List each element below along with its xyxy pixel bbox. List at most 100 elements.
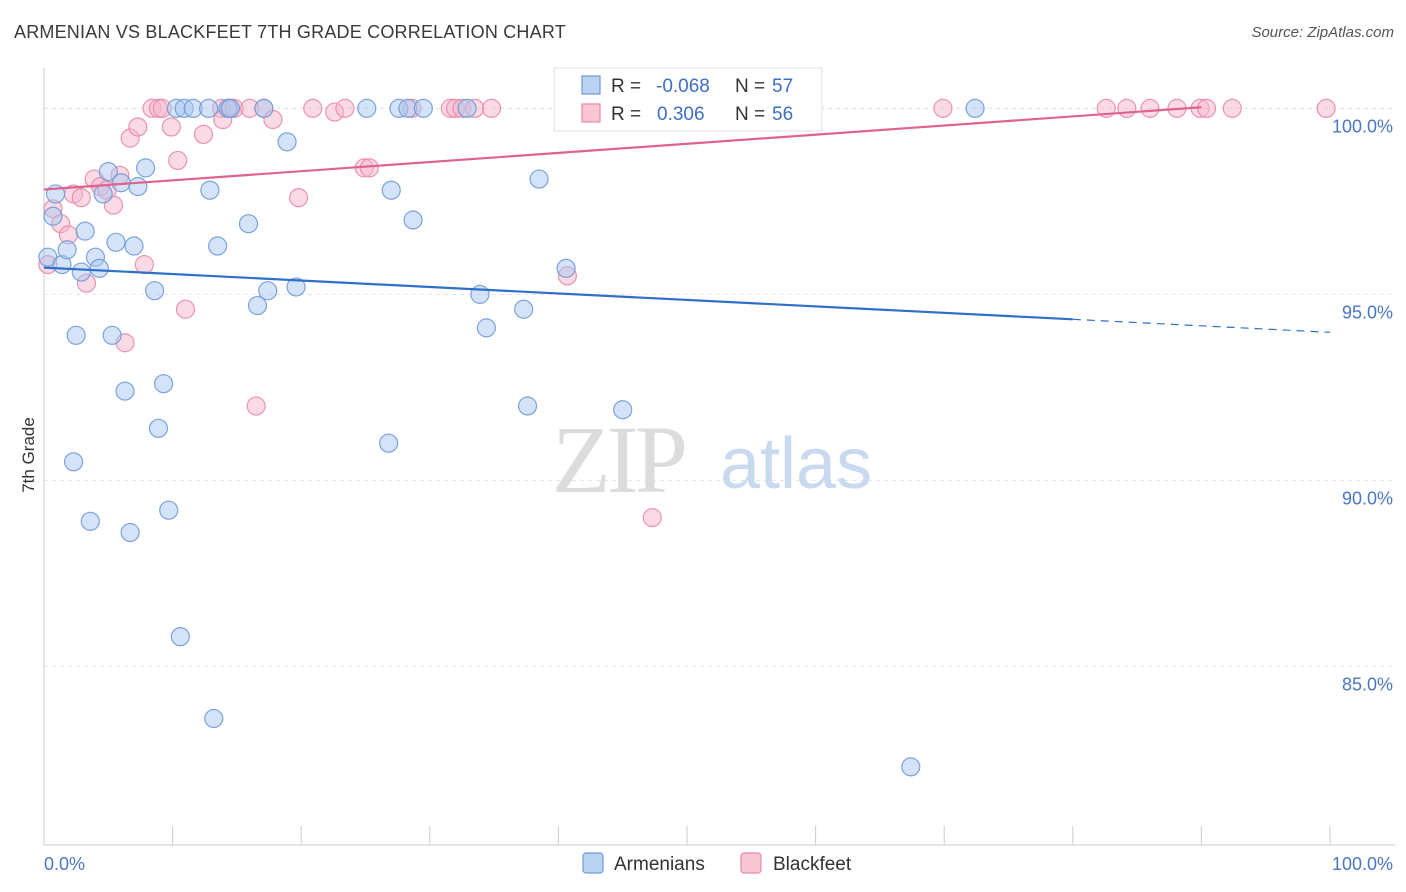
armenian-point	[379, 433, 399, 453]
y-tick-label: 95.0%	[1342, 302, 1393, 322]
blackfeet-point	[1117, 98, 1137, 118]
armenian-point	[43, 206, 63, 226]
armenian-point	[153, 374, 174, 394]
blackfeet-point	[193, 124, 214, 145]
blackfeet-trend-line	[43, 106, 1202, 191]
correlation-legend: R = -0.068 N = 57 R = 0.306 N = 56	[553, 67, 823, 132]
blackfeet-point	[303, 98, 323, 118]
armenian-point	[965, 98, 985, 118]
blackfeet-point	[175, 299, 196, 319]
blackfeet-point	[1222, 98, 1242, 118]
armenian-point	[220, 98, 241, 118]
data-points	[38, 98, 1336, 777]
armenian-point	[106, 232, 126, 252]
armenian-point	[200, 180, 220, 200]
legend-r-value-armenians: -0.068	[656, 76, 710, 97]
blackfeet-point	[335, 98, 355, 118]
y-tick-label: 100.0%	[1332, 116, 1393, 136]
armenian-point	[457, 98, 477, 118]
armenian-point	[66, 325, 86, 345]
armenian-point	[71, 262, 91, 282]
armenian-point	[144, 281, 165, 301]
series-legend-swatch-armenians	[582, 852, 604, 874]
blackfeet-point	[933, 98, 953, 118]
blackfeet-point	[128, 117, 148, 137]
armenian-point	[75, 221, 95, 241]
blackfeet-point	[1316, 98, 1336, 118]
watermark-atlas: atlas	[720, 424, 872, 504]
armenian-point	[135, 158, 156, 178]
armenian-trend-line	[43, 266, 1073, 321]
series-legend-label-blackfeet: Blackfeet	[773, 854, 852, 875]
legend-n-value-blackfeet: 56	[772, 104, 793, 125]
armenian-point	[470, 284, 490, 304]
x-tick-label-start: 0.0%	[44, 854, 85, 874]
x-tick-label-end: 100.0%	[1332, 854, 1393, 874]
armenian-point	[258, 281, 278, 301]
trend-lines	[43, 106, 1331, 333]
watermark: ZIP atlas	[552, 406, 872, 513]
legend-swatch-blackfeet	[581, 103, 601, 123]
armenian-point	[120, 522, 140, 543]
axes	[43, 68, 1395, 846]
legend-r-label-armenians: R =	[611, 76, 641, 97]
armenian-point	[247, 295, 268, 316]
armenian-point	[57, 240, 77, 260]
armenian-point	[199, 98, 219, 118]
source-label: Source: ZipAtlas.com	[1251, 24, 1394, 41]
legend-r-value-blackfeet: 0.306	[657, 104, 705, 125]
armenian-point	[102, 325, 122, 345]
armenian-point	[357, 98, 377, 118]
blackfeet-point	[246, 396, 266, 416]
blackfeet-point	[168, 150, 188, 171]
armenian-point	[514, 299, 534, 319]
armenian-point	[476, 318, 496, 338]
armenian-point	[208, 236, 228, 256]
legend-swatch-armenians	[581, 75, 601, 95]
watermark-zip: ZIP	[552, 406, 685, 513]
armenian-point	[204, 708, 224, 729]
blackfeet-point	[71, 188, 91, 208]
armenian-point	[238, 214, 259, 234]
blackfeet-point	[1140, 98, 1160, 118]
grid-lines	[44, 107, 1395, 667]
armenian-point	[80, 511, 100, 531]
armenian-point	[556, 258, 576, 278]
series-legend-swatch-blackfeet	[740, 852, 762, 874]
y-tick-label: 90.0%	[1342, 488, 1393, 508]
armenian-point	[159, 500, 179, 520]
series-legend: Armenians Blackfeet	[582, 852, 852, 875]
legend-n-label-blackfeet: N =	[735, 104, 765, 125]
legend-r-label-blackfeet: R =	[611, 104, 641, 125]
armenian-point	[613, 400, 633, 420]
legend-n-label-armenians: N =	[735, 76, 765, 97]
armenian-point	[63, 452, 84, 472]
armenian-point	[128, 176, 148, 197]
armenian-point	[98, 162, 118, 182]
armenian-point	[124, 236, 144, 256]
series-legend-label-armenians: Armenians	[614, 854, 705, 875]
blackfeet-point	[134, 255, 154, 275]
armenian-point	[413, 98, 433, 118]
blackfeet-point	[642, 508, 662, 528]
armenian-point	[517, 396, 538, 416]
armenian-point	[115, 381, 135, 401]
armenian-point	[403, 210, 423, 230]
armenian-point	[286, 277, 306, 297]
armenian-point	[148, 418, 169, 438]
y-tick-labels: 85.0% 90.0% 95.0% 100.0%	[1332, 116, 1393, 694]
blackfeet-point	[161, 117, 181, 137]
blackfeet-point	[481, 98, 502, 118]
armenian-point	[254, 98, 274, 118]
y-tick-label: 85.0%	[1342, 674, 1393, 694]
armenian-point	[170, 627, 190, 647]
armenian-point	[901, 757, 921, 777]
armenian-trend-extension	[1072, 318, 1331, 333]
armenian-point	[93, 184, 113, 204]
legend-n-value-armenians: 57	[772, 76, 793, 97]
armenian-point	[529, 169, 549, 189]
x-tick-labels: 0.0% 100.0%	[44, 854, 1393, 874]
armenian-point	[381, 180, 401, 200]
armenian-point	[277, 132, 297, 152]
